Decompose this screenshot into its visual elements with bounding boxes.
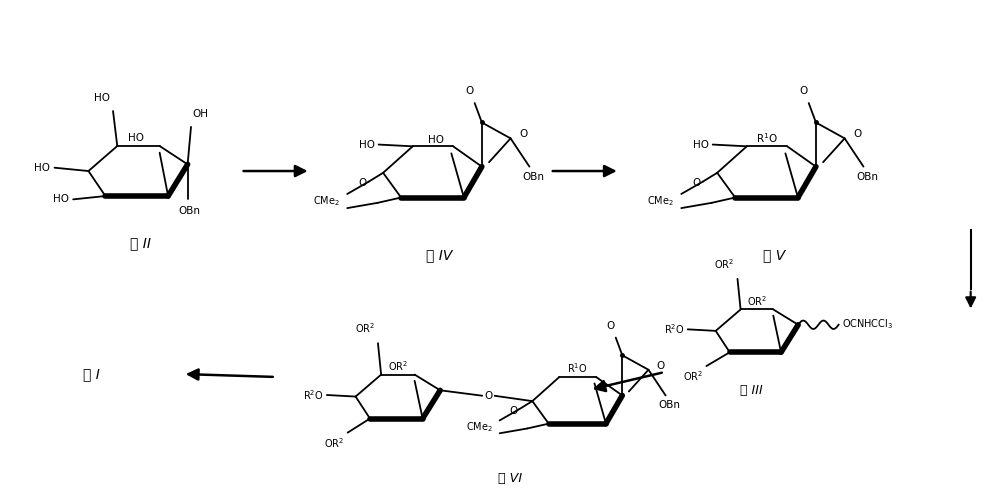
Text: 式 I: 式 I	[83, 367, 100, 381]
Text: OR$^2$: OR$^2$	[714, 257, 734, 271]
Text: CMe$_2$: CMe$_2$	[647, 194, 674, 208]
Text: OBn: OBn	[856, 172, 878, 182]
Text: O: O	[693, 179, 701, 188]
Text: R$^1$O: R$^1$O	[756, 131, 778, 144]
Text: OR$^2$: OR$^2$	[324, 436, 344, 449]
Text: HO: HO	[428, 135, 444, 144]
Text: 式 VI: 式 VI	[498, 472, 522, 485]
Text: OCNHCCl$_3$: OCNHCCl$_3$	[842, 317, 893, 331]
Text: OR$^2$: OR$^2$	[388, 359, 408, 373]
Text: OBn: OBn	[658, 400, 680, 410]
Text: OR$^2$: OR$^2$	[683, 369, 703, 383]
Text: O: O	[854, 129, 862, 139]
Text: 式 II: 式 II	[130, 236, 152, 250]
Text: HO: HO	[94, 93, 110, 102]
Text: O: O	[657, 361, 665, 371]
Text: OR$^2$: OR$^2$	[355, 322, 375, 335]
Text: OR$^2$: OR$^2$	[747, 294, 767, 308]
Text: 式 V: 式 V	[763, 249, 785, 263]
Text: CMe$_2$: CMe$_2$	[466, 420, 493, 434]
Text: O: O	[359, 179, 367, 188]
Text: O: O	[484, 391, 492, 401]
Text: CMe$_2$: CMe$_2$	[313, 194, 340, 208]
Text: O: O	[465, 86, 473, 96]
Text: HO: HO	[128, 133, 144, 142]
Text: 式 IV: 式 IV	[426, 249, 453, 263]
Text: O: O	[607, 321, 615, 331]
Text: R$^1$O: R$^1$O	[567, 362, 588, 375]
Text: O: O	[509, 406, 518, 416]
Text: HO: HO	[53, 194, 69, 204]
Text: OBn: OBn	[522, 172, 544, 182]
Text: O: O	[520, 129, 528, 139]
Text: 式 III: 式 III	[740, 385, 763, 397]
Text: R$^2$O: R$^2$O	[303, 388, 324, 402]
Text: HO: HO	[34, 163, 50, 173]
Text: HO: HO	[693, 140, 709, 149]
Text: O: O	[799, 86, 807, 96]
Text: HO: HO	[359, 140, 375, 149]
Text: OH: OH	[193, 108, 209, 119]
Text: R$^2$O: R$^2$O	[664, 323, 685, 336]
Text: OBn: OBn	[178, 206, 200, 216]
